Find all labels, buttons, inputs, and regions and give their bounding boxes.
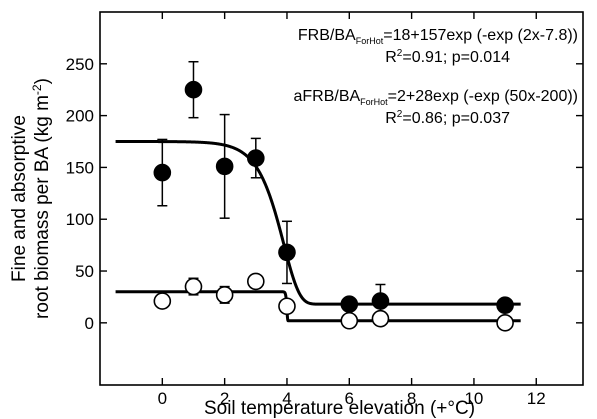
marker-series-1-4	[278, 297, 296, 316]
y-tick-label-5: 250	[66, 55, 94, 74]
x-tick-label-3: 6	[345, 389, 354, 408]
marker-series-1-6	[371, 309, 390, 328]
marker-series-0-3	[247, 149, 265, 167]
marker-series-0-2	[215, 157, 234, 176]
data-point-series-0-7	[496, 296, 514, 315]
y-tick-label-2: 100	[66, 210, 94, 229]
y-tick-label-3: 150	[66, 158, 94, 177]
data-point-series-1-0	[153, 292, 172, 310]
marker-series-1-7	[496, 314, 514, 332]
x-tick-label-4: 8	[407, 389, 416, 408]
marker-series-0-5	[340, 295, 359, 313]
marker-series-1-1	[184, 277, 203, 296]
data-point-series-0-0	[153, 138, 172, 207]
marker-series-0-0	[153, 163, 172, 182]
marker-series-1-2	[215, 286, 234, 304]
marker-series-0-1	[184, 80, 203, 99]
x-tick-label-2: 4	[282, 389, 291, 408]
marker-series-1-0	[153, 292, 172, 310]
y-tick-label-0: 0	[85, 314, 94, 333]
x-tick-label-1: 2	[220, 389, 229, 408]
fit-curve-series-1	[115, 290, 521, 323]
data-point-series-1-7	[496, 314, 514, 332]
data-point-series-1-6	[371, 309, 390, 328]
stat-series-0: R2=0.91; p=0.014	[385, 48, 510, 66]
marker-series-0-6	[371, 292, 390, 310]
data-point-series-0-4	[278, 220, 296, 285]
data-point-series-1-2	[215, 285, 234, 304]
x-tick-label-6: 12	[527, 389, 546, 408]
data-point-series-0-3	[247, 137, 265, 179]
stat-series-1: R2=0.86; p=0.037	[385, 109, 510, 127]
x-axis-title: Soil temperature elevation (+°C)	[204, 398, 475, 419]
data-point-series-1-3	[247, 272, 265, 291]
data-point-series-0-1	[184, 60, 203, 119]
data-point-series-0-2	[215, 113, 234, 219]
y-tick-label-1: 50	[75, 262, 94, 281]
equation-series-1: aFRB/BAForHot=2+28exp (-exp (50x-200))	[293, 88, 578, 107]
fit-curve-series-0	[115, 140, 521, 306]
y-axis-title-line1: Fine and absorptive	[9, 115, 30, 282]
data-point-series-0-5	[340, 295, 359, 313]
marker-series-1-3	[247, 272, 265, 291]
y-tick-label-4: 200	[66, 107, 94, 126]
marker-series-0-4	[278, 243, 296, 262]
x-tick-label-5: 10	[464, 389, 483, 408]
equation-series-0: FRB/BAForHot=18+157exp (-exp (2x-7.8))	[298, 27, 578, 46]
plot-frame	[99, 11, 584, 386]
data-point-series-1-4	[278, 297, 296, 316]
marker-series-1-5	[340, 311, 359, 330]
data-point-series-1-1	[184, 277, 203, 296]
y-axis-title-line2: root biomass per BA (kg m-2)	[30, 78, 53, 319]
data-point-series-1-5	[340, 311, 359, 330]
x-tick-label-0: 0	[158, 389, 167, 408]
marker-series-0-7	[496, 296, 514, 315]
